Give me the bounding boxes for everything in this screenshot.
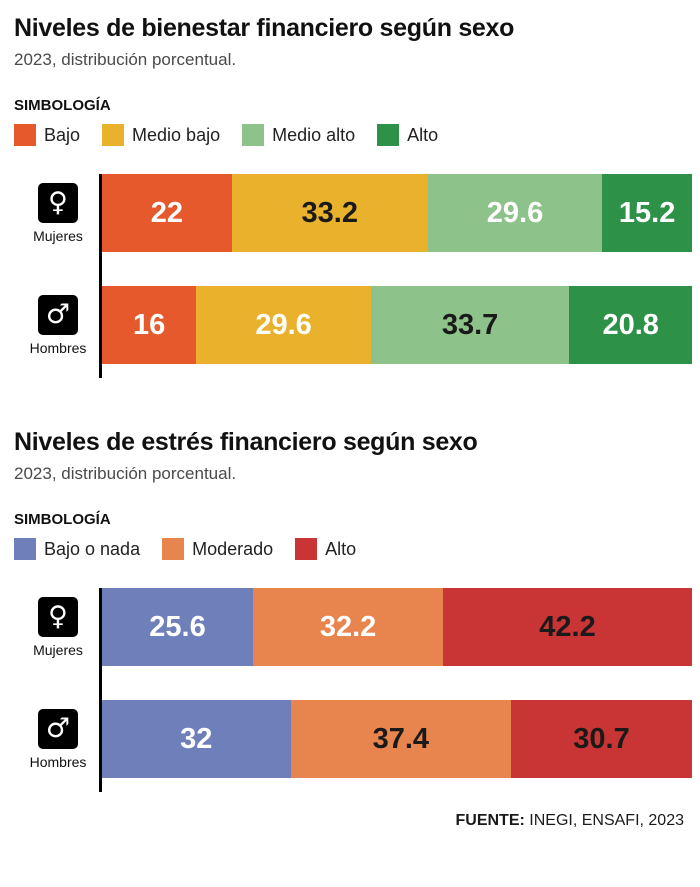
male-symbol-glyph: ♂ [45,299,71,330]
legend-item-bajo: Bajo [14,124,80,146]
bar-row-mujeres: ♀ Mujeres 25.6 32.2 42.2 [14,588,693,666]
legend-label: Moderado [192,538,274,559]
chart-bienestar-section: Niveles de bienestar financiero según se… [14,14,692,378]
value-label: 25.6 [149,610,206,643]
stacked-bar: 16 29.6 33.7 20.8 [102,286,692,364]
legend-item-medio-bajo: Medio bajo [102,124,220,146]
legend-swatch [14,124,36,146]
y-axis-line [99,588,102,792]
legend-label: Bajo [44,124,81,145]
legend-label: Medio bajo [132,124,221,145]
male-icon: ♂ [38,294,78,335]
bar-segment-medio-alto: 33.7 [370,286,570,364]
legend-swatch [377,124,400,146]
bar-segment-moderado: 32.2 [253,588,444,666]
legend-item-moderado: Moderado [162,538,273,560]
value-label: 42.2 [539,610,596,643]
row-header: ♀ Mujeres [14,596,102,658]
bar-segment-medio-bajo: 33.2 [231,174,428,252]
legend-label: Medio alto [272,124,356,145]
legend-label: Alto [407,124,439,145]
female-icon: ♀ [38,182,78,223]
value-label: 33.2 [301,196,358,229]
legend-swatch [162,538,185,560]
value-label: 32.2 [319,610,377,643]
bar-segment-alto: 15.2 [602,174,692,252]
bar-segment-alto: 20.8 [569,286,692,364]
value-label: 37.4 [372,722,430,755]
source-footer: FUENTE: INEGI, ENSAFI, 2023 [14,812,692,830]
y-axis-line [99,174,102,378]
bar-segment-bajo: 16 [102,286,197,364]
source-text: INEGI, ENSAFI, 2023 [524,812,684,829]
female-icon: ♀ [38,596,78,637]
chart-title: Niveles de estrés financiero según sexo [14,428,478,456]
stacked-bar: 25.6 32.2 42.2 [102,588,693,666]
row-label: Hombres [29,339,87,356]
bar-segment-alto: 42.2 [443,588,693,666]
legend: Bajo o nada Moderado Alto [14,538,692,560]
plot-area: ♀ Mujeres 25.6 32.2 42.2 ♂ Hombres [14,588,693,792]
legend-item-bajo-o-nada: Bajo o nada [14,538,140,560]
value-label: 20.8 [602,308,659,341]
chart-estres-section: Niveles de estrés financiero según sexo … [14,428,693,792]
row-header: ♂ Hombres [14,294,102,356]
legend-label: Bajo o nada [44,538,141,559]
stacked-bar: 32 37.4 30.7 [102,700,692,778]
legend-swatch [242,124,265,146]
bar-segment-medio-bajo: 29.6 [196,286,371,364]
legend-label: Alto [325,538,357,559]
row-label: Mujeres [33,641,83,658]
legend-title: SIMBOLOGÍA [14,511,111,528]
bar-segment-medio-alto: 29.6 [427,174,603,252]
legend-item-medio-alto: Medio alto [242,124,355,146]
stacked-bar: 22 33.2 29.6 15.2 [102,174,692,252]
value-label: 32 [180,722,213,755]
legend-swatch [102,124,125,146]
source-label: FUENTE: [455,812,525,829]
bar-segment-alto: 30.7 [511,700,692,778]
row-label: Mujeres [33,227,83,244]
value-label: 33.7 [441,308,499,341]
chart-subtitle: 2023, distribución porcentual. [14,50,237,69]
bar-row-hombres: ♂ Hombres 32 37.4 30.7 [14,700,692,778]
male-symbol-glyph: ♂ [45,713,71,744]
male-icon: ♂ [38,708,78,749]
bar-row-hombres: ♂ Hombres 16 29.6 33.7 20.8 [14,286,692,364]
bar-segment-bajo-o-nada: 25.6 [102,588,254,666]
value-label: 30.7 [573,722,630,755]
chart-subtitle: 2023, distribución porcentual. [14,464,237,483]
value-label: 15.2 [618,196,676,229]
value-label: 29.6 [486,196,544,229]
bar-segment-moderado: 37.4 [290,700,512,778]
legend-title: SIMBOLOGÍA [14,97,111,114]
value-label: 22 [150,196,184,229]
row-label: Hombres [29,753,87,770]
value-label: 29.6 [255,308,312,341]
legend-item-alto: Alto [295,538,356,560]
row-header: ♀ Mujeres [14,182,102,244]
value-label: 16 [133,308,166,341]
bar-segment-bajo: 22 [102,174,232,252]
female-symbol-glyph: ♀ [48,601,68,632]
female-symbol-glyph: ♀ [48,187,68,218]
plot-area: ♀ Mujeres 22 33.2 29.6 15.2 ♂ Hombres [14,174,692,378]
legend-swatch [14,538,36,560]
chart-title: Niveles de bienestar financiero según se… [14,14,515,42]
legend-item-alto: Alto [377,124,438,146]
legend: Bajo Medio bajo Medio alto Alto [14,124,692,146]
bar-segment-bajo-o-nada: 32 [102,700,291,778]
legend-swatch [295,538,318,560]
bar-row-mujeres: ♀ Mujeres 22 33.2 29.6 15.2 [14,174,692,252]
row-header: ♂ Hombres [14,708,102,770]
